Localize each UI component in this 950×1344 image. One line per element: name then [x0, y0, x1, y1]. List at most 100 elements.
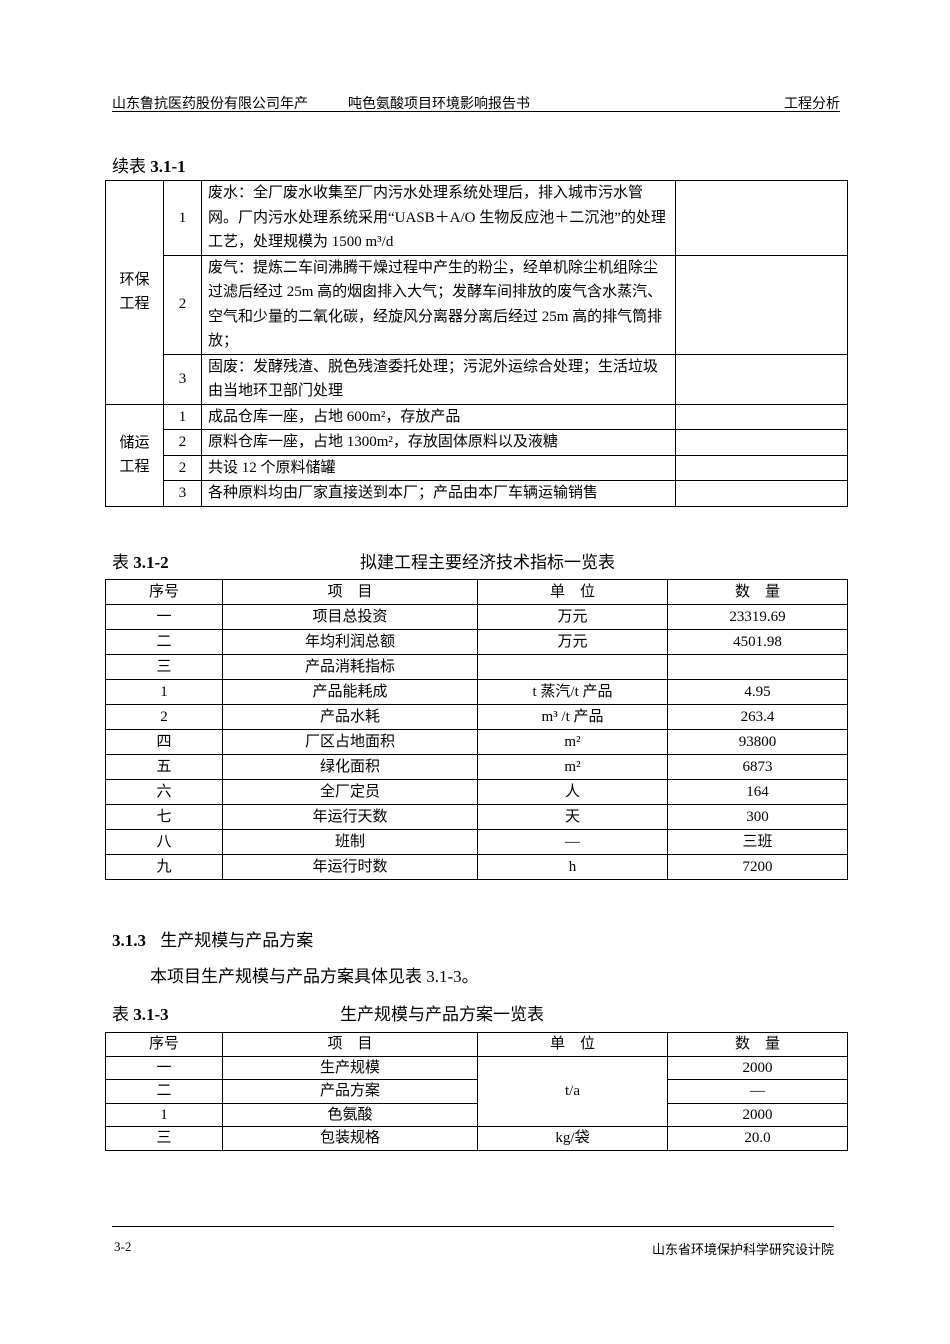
cell-item: 产品能耗成 [222, 679, 478, 705]
column-header: 单 位 [477, 1032, 668, 1057]
table-row: 1 色氨酸 2000 [105, 1102, 848, 1127]
cell-item: 产品方案 [222, 1079, 478, 1104]
row-note [675, 254, 848, 355]
column-header: 项 目 [222, 579, 478, 605]
row-description: 成品仓库一座，占地 600m²，存放产品 [201, 403, 676, 430]
cell-no: 四 [105, 729, 223, 755]
table-row: 储运工程 1 成品仓库一座，占地 600m²，存放产品 [105, 403, 848, 507]
cell-no: 2 [105, 704, 223, 730]
caption-number: 3.1-3 [133, 1005, 169, 1024]
table-header-row: 序号项 目单 位数 量 [105, 579, 848, 605]
table2-title: 拟建工程主要经济技术指标一览表 [360, 553, 615, 572]
row-number: 3 [163, 480, 202, 507]
cell-quantity: 2000 [667, 1055, 848, 1080]
header-section: 工程分析 [784, 97, 840, 112]
footer-org: 山东省环境保护科学研究设计院 [651, 1242, 834, 1257]
column-header: 序号 [105, 579, 223, 605]
table-row: 三 包装规格 kg/袋 20.0 [105, 1126, 848, 1151]
table-row: 四厂区占地面积 m² 93800 [105, 729, 848, 755]
row-note [675, 480, 848, 507]
table3-caption: 表 3.1-3 [112, 1000, 169, 1025]
row-note [675, 454, 848, 481]
cell-unit [477, 654, 668, 680]
table3-title: 生产规模与产品方案一览表 [340, 1005, 544, 1024]
row-description: 固废：发酵残渣、脱色残渣委托处理；污泥外运综合处理；生活垃圾由当地环卫部门处理 [201, 353, 676, 405]
header-company: 山东鲁抗医药股份有限公司年产 [112, 97, 308, 112]
cell-no: 二 [105, 1079, 223, 1104]
cell-quantity: 23319.69 [667, 604, 848, 630]
cell-unit: kg/袋 [477, 1126, 668, 1151]
cell-unit: 万元 [477, 604, 668, 630]
cell-item: 绿化面积 [222, 754, 478, 780]
production-scale-table: 序号 项 目 单 位 数 量 一 生产规模 t/a 2000 二 产品方案 — … [105, 1032, 848, 1151]
cell-item: 年运行天数 [222, 804, 478, 830]
cell-unit: m² [477, 754, 668, 780]
cell-no: 二 [105, 629, 223, 655]
cell-quantity: 93800 [667, 729, 848, 755]
column-header: 序号 [105, 1032, 223, 1057]
cell-unit: t 蒸汽/t 产品 [477, 679, 668, 705]
row-number: 1 [163, 403, 202, 430]
cell-item: 班制 [222, 829, 478, 855]
cell-quantity: 4501.98 [667, 629, 848, 655]
column-header: 项 目 [222, 1032, 478, 1057]
cell-no: 一 [105, 604, 223, 630]
cell-no: 1 [105, 679, 223, 705]
section-heading: 3.1.3 生产规模与产品方案 [112, 926, 313, 951]
table-3-1-1-continued: 环保工程 1 废水：全厂废水收集至厂内污水处理系统处理后，排入城市污水管网。厂内… [105, 180, 848, 507]
table-row: 二年均利润总额 万元 4501.98 [105, 629, 848, 655]
table2-caption: 表 3.1-2 [112, 548, 169, 573]
cell-no: 六 [105, 779, 223, 805]
table-row: 八班制 — 三班 [105, 829, 848, 855]
cell-unit: m² [477, 729, 668, 755]
table-row: 2 原料仓库一座，占地 1300m²，存放固体原料以及液糖 [106, 429, 848, 456]
cell-item: 项目总投资 [222, 604, 478, 630]
group-cell: 环保工程 [105, 180, 164, 405]
cell-item: 包装规格 [222, 1126, 478, 1151]
table-header-row: 序号 项 目 单 位 数 量 [105, 1032, 848, 1057]
section-paragraph: 本项目生产规模与产品方案具体见表 3.1-3。 [150, 967, 479, 986]
cell-quantity: 263.4 [667, 704, 848, 730]
cell-item: 厂区占地面积 [222, 729, 478, 755]
row-number: 2 [163, 429, 202, 456]
caption-prefix: 表 [112, 1005, 129, 1024]
table-row: 环保工程 1 废水：全厂废水收集至厂内污水处理系统处理后，排入城市污水管网。厂内… [105, 180, 848, 405]
column-header: 数 量 [667, 1032, 848, 1057]
row-number: 2 [163, 454, 202, 481]
group-cell: 储运工程 [105, 403, 164, 507]
column-header: 单 位 [477, 579, 668, 605]
row-description: 废水：全厂废水收集至厂内污水处理系统处理后，排入城市污水管网。厂内污水处理系统采… [201, 180, 676, 256]
caption-number: 3.1-1 [150, 157, 186, 176]
table-row: 一项目总投资 万元 23319.69 [105, 604, 848, 630]
cell-unit: h [477, 854, 668, 880]
caption-prefix: 续表 [112, 157, 146, 176]
table-row: 2 废气：提炼二车间沸腾干燥过程中产生的粉尘，经单机除尘机组除尘过滤后经过 25… [106, 254, 848, 355]
column-header: 数 量 [667, 579, 848, 605]
cell-quantity: 7200 [667, 854, 848, 880]
row-number: 2 [163, 254, 202, 355]
table-row: 六全厂定员人 164 [105, 779, 848, 805]
table-row: 三产品消耗指标 [105, 654, 848, 680]
cell-quantity: 6873 [667, 754, 848, 780]
row-number: 3 [163, 353, 202, 405]
cell-unit: t/a [477, 1055, 668, 1127]
cell-no: 八 [105, 829, 223, 855]
cell-quantity: 300 [667, 804, 848, 830]
page-footer: 3-2 山东省环境保护科学研究设计院 [112, 1226, 834, 1257]
page-header: 山东鲁抗医药股份有限公司年产 吨色氨酸项目环境影响报告书 工程分析 [112, 93, 840, 112]
cell-item: 产品水耗 [222, 704, 478, 730]
cell-quantity: 20.0 [667, 1126, 848, 1151]
table-row: 五绿化面积 m² 6873 [105, 754, 848, 780]
cell-item: 全厂定员 [222, 779, 478, 805]
cell-quantity [667, 654, 848, 680]
cell-no: 七 [105, 804, 223, 830]
cell-unit: 万元 [477, 629, 668, 655]
row-description: 废气：提炼二车间沸腾干燥过程中产生的粉尘，经单机除尘机组除尘过滤后经过 25m … [201, 254, 676, 355]
cell-item: 生产规模 [222, 1055, 478, 1080]
cell-no: 九 [105, 854, 223, 880]
table-row: 九年运行时数 h 7200 [105, 854, 848, 880]
cell-item: 年均利润总额 [222, 629, 478, 655]
cell-quantity: — [667, 1079, 848, 1104]
table1-caption: 续表 3.1-1 [112, 152, 186, 177]
cell-no: 三 [105, 654, 223, 680]
